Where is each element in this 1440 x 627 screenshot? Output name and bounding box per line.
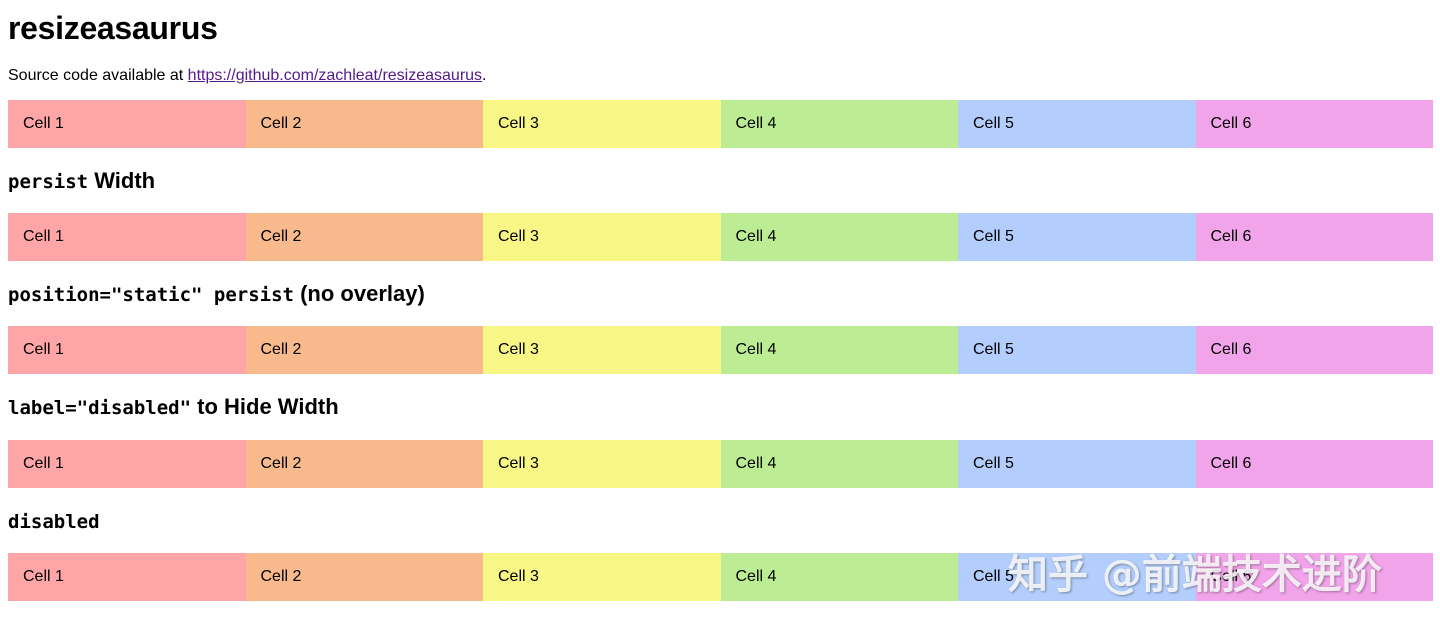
table-cell: Cell 2 — [245, 100, 483, 148]
table-cell: Cell 2 — [245, 440, 483, 488]
resizable-row-default[interactable]: Cell 1 Cell 2 Cell 3 Cell 4 Cell 5 Cell … — [8, 100, 1433, 148]
resizable-row-disabled: Cell 1 Cell 2 Cell 3 Cell 4 Cell 5 Cell … — [8, 553, 1433, 601]
section-text: Width — [88, 168, 156, 193]
table-cell: Cell 6 — [1195, 553, 1433, 601]
section-code: persist — [8, 171, 89, 193]
table-cell: Cell 6 — [1195, 326, 1433, 374]
section-heading-disabled: disabled — [8, 506, 100, 537]
resizable-row-label-disabled[interactable]: Cell 1 Cell 2 Cell 3 Cell 4 Cell 5 Cell … — [8, 440, 1433, 488]
section-text: to Hide Width — [191, 394, 339, 419]
section-heading-label-disabled: label="disabled" to Hide Width — [8, 392, 339, 423]
section-code: position="static" persist — [8, 284, 294, 306]
page-title: resizeasaurus — [8, 10, 218, 46]
section-code: disabled — [8, 511, 100, 533]
table-cell: Cell 5 — [958, 326, 1196, 374]
table-cell: Cell 1 — [8, 100, 246, 148]
source-line: Source code available at https://github.… — [8, 65, 487, 87]
table-cell: Cell 6 — [1195, 100, 1433, 148]
table-cell: Cell 4 — [720, 440, 958, 488]
section-text: (no overlay) — [293, 281, 425, 306]
table-cell: Cell 4 — [720, 326, 958, 374]
source-prefix: Source code available at — [8, 67, 188, 84]
resizable-row-static[interactable]: Cell 1 Cell 2 Cell 3 Cell 4 Cell 5 Cell … — [8, 326, 1433, 374]
table-cell: Cell 5 — [958, 213, 1196, 261]
table-cell: Cell 6 — [1195, 440, 1433, 488]
github-link[interactable]: https://github.com/zachleat/resizeasauru… — [187, 67, 483, 84]
table-cell: Cell 3 — [483, 553, 721, 601]
table-cell: Cell 3 — [483, 213, 721, 261]
table-cell: Cell 5 — [958, 553, 1196, 601]
table-cell: Cell 1 — [8, 440, 246, 488]
table-cell: Cell 1 — [8, 326, 246, 374]
table-cell: Cell 2 — [245, 553, 483, 601]
table-cell: Cell 4 — [720, 213, 958, 261]
table-cell: Cell 4 — [720, 100, 958, 148]
table-cell: Cell 2 — [245, 213, 483, 261]
table-cell: Cell 3 — [483, 440, 721, 488]
table-cell: Cell 1 — [8, 553, 246, 601]
section-heading-persist: persist Width — [8, 166, 155, 197]
table-cell: Cell 6 — [1195, 213, 1433, 261]
table-cell: Cell 4 — [720, 553, 958, 601]
section-code: label="disabled" — [8, 397, 192, 419]
section-heading-static: position="static" persist (no overlay) — [8, 279, 425, 310]
source-suffix: . — [482, 67, 487, 84]
table-cell: Cell 5 — [958, 100, 1196, 148]
table-cell: Cell 3 — [483, 326, 721, 374]
table-cell: Cell 2 — [245, 326, 483, 374]
table-cell: Cell 5 — [958, 440, 1196, 488]
table-cell: Cell 1 — [8, 213, 246, 261]
table-cell: Cell 3 — [483, 100, 721, 148]
resizable-row-persist[interactable]: Cell 1 Cell 2 Cell 3 Cell 4 Cell 5 Cell … — [8, 213, 1433, 261]
